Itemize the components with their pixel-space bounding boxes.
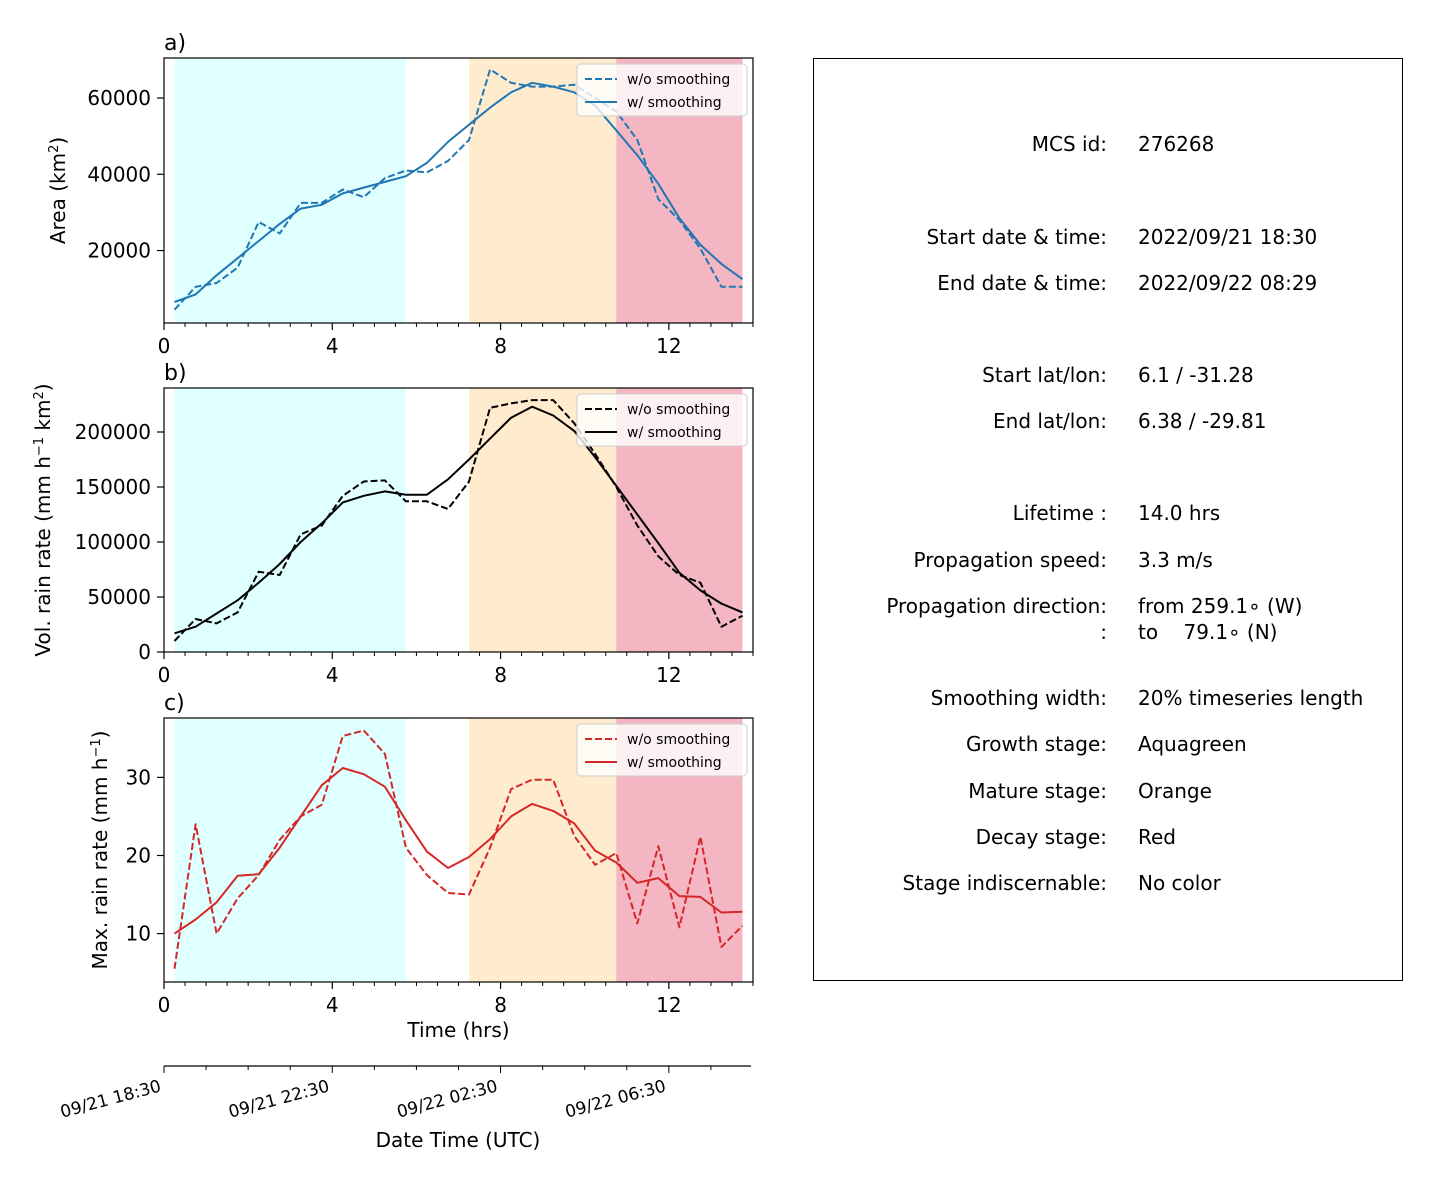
y-tick-label: 100000 (75, 530, 151, 554)
info-label: Start date & time: (926, 225, 1107, 249)
info-label: MCS id: (1031, 132, 1107, 156)
legend: w/o smoothing w/ smoothing (576, 723, 748, 777)
info-value: 6.1 / -31.28 (1138, 363, 1254, 387)
x-tick-label: 12 (656, 334, 681, 358)
panel-c: 0 4 8 12 10 20 30 c) Max. rain rate (mm h−1) Time… (88, 691, 754, 1042)
info-value: from 259.1∘ (W) (1138, 594, 1303, 618)
info-value: Orange (1138, 779, 1212, 803)
info-label: Propagation direction: (886, 594, 1107, 618)
y-tick-label: 40000 (87, 162, 151, 186)
info-value: 276268 (1138, 132, 1215, 156)
info-value: 2022/09/22 08:29 (1138, 271, 1318, 295)
stage-band-growth-stage (174, 388, 406, 652)
datetime-axis: 09/21 18:30 09/21 22:30 09/22 02:30 09/22 0… (58, 1065, 751, 1152)
panel-label: c) (164, 691, 185, 716)
info-label: Decay stage: (975, 825, 1107, 849)
x-tick-label: 8 (494, 334, 507, 358)
info-label: Propagation speed: (913, 548, 1107, 572)
y-tick-label: 60000 (87, 86, 151, 110)
series-line-smoothed (174, 81, 744, 303)
panel-b: 0 4 8 12 0 50000 100000 150000 200000 b) Vol. rain… (31, 361, 754, 687)
legend: w/o smoothing w/ smoothing (576, 63, 748, 117)
panel-a: 0 4 8 12 20000 40000 60000 a) Area (km2) w/o smoo… (46, 31, 754, 358)
info-label: Smoothing width: (930, 686, 1107, 710)
info-label: Stage indiscernable: (902, 871, 1107, 895)
y-tick-label: 20 (126, 843, 151, 867)
x-tick-label: 4 (326, 993, 339, 1017)
datetime-tick-label: 09/21 18:30 (58, 1077, 163, 1123)
legend-entry: w/o smoothing (627, 732, 730, 748)
legend-box (576, 63, 748, 117)
x-tick-label: 12 (656, 663, 681, 687)
y-axis-label: Vol. rain rate (mm h−1 km2) (31, 383, 55, 656)
info-label: Mature stage: (968, 779, 1107, 803)
info-value: No color (1138, 871, 1221, 895)
info-label: End date & time: (937, 271, 1107, 295)
datetime-tick-label: 09/22 02:30 (395, 1077, 500, 1123)
info-value: 20% timeseries length (1138, 686, 1364, 710)
x-tick-label: 0 (158, 663, 171, 687)
series-line-raw (173, 729, 744, 969)
x-tick-label: 4 (326, 334, 339, 358)
stage-band-growth-stage (174, 718, 406, 982)
info-value: 6.38 / -29.81 (1138, 409, 1267, 433)
x-tick-label: 12 (656, 993, 681, 1017)
legend-entry: w/o smoothing (627, 72, 730, 88)
info-label: : (1100, 620, 1107, 644)
legend-entry: w/ smoothing (627, 425, 722, 441)
info-value: 3.3 m/s (1138, 548, 1213, 572)
panel-label: a) (164, 31, 186, 56)
y-tick-label: 150000 (75, 475, 151, 499)
x-tick-label: 0 (158, 334, 171, 358)
datetime-axis-label: Date Time (UTC) (376, 1128, 541, 1152)
panel-label: b) (164, 361, 187, 386)
datetime-tick-label: 09/22 06:30 (563, 1077, 668, 1123)
legend-entry: w/ smoothing (627, 755, 722, 771)
y-axis-label: Area (km2) (46, 137, 70, 244)
info-panel: MCS id: 276268 Start date & time: 2022/09/2… (813, 58, 1403, 981)
legend-box (576, 393, 748, 447)
y-tick-label: 200000 (75, 420, 151, 444)
x-axis-label: Time (hrs) (406, 1018, 509, 1042)
info-label: End lat/lon: (993, 409, 1107, 433)
series-line-smoothed (173, 767, 743, 935)
info-value: to 79.1∘ (N) (1138, 620, 1278, 644)
y-tick-label: 30 (126, 765, 151, 789)
info-value: Aquagreen (1138, 732, 1247, 756)
y-tick-label: 0 (138, 640, 151, 664)
info-value: 14.0 hrs (1138, 501, 1221, 525)
info-label: Start lat/lon: (982, 363, 1107, 387)
x-tick-label: 4 (326, 663, 339, 687)
legend-box (576, 723, 748, 777)
x-tick-label: 8 (494, 663, 507, 687)
info-label: Lifetime : (1012, 501, 1107, 525)
info-value: Red (1138, 825, 1176, 849)
y-tick-label: 10 (126, 922, 151, 946)
datetime-tick-label: 09/21 22:30 (227, 1077, 332, 1123)
info-label: Growth stage: (965, 732, 1107, 756)
y-axis-label: Max. rain rate (mm h−1) (88, 731, 112, 970)
legend-entry: w/ smoothing (627, 95, 722, 111)
legend-entry: w/o smoothing (627, 402, 730, 418)
x-tick-label: 8 (494, 993, 507, 1017)
info-value: 2022/09/21 18:30 (1138, 225, 1318, 249)
series-line-smoothed (174, 405, 743, 635)
y-tick-label: 20000 (87, 239, 151, 263)
legend: w/o smoothing w/ smoothing (576, 393, 748, 447)
x-tick-label: 0 (158, 993, 171, 1017)
y-tick-label: 50000 (87, 585, 151, 609)
